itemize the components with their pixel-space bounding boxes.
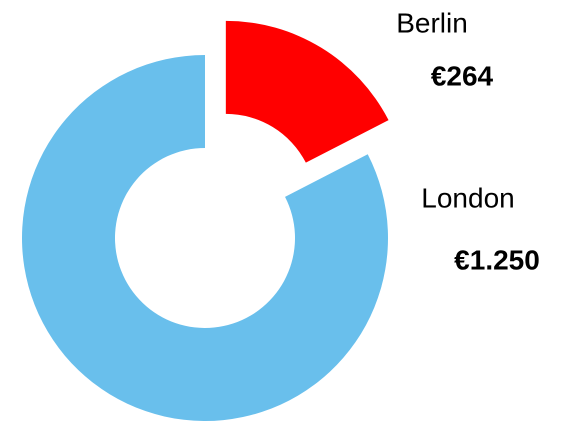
value-label: €264 (431, 60, 494, 91)
slice-label: Berlin (396, 7, 468, 38)
slice (225, 20, 389, 163)
value-label: €1.250 (454, 244, 540, 275)
slice (21, 55, 389, 422)
slice-label: London (421, 182, 514, 213)
